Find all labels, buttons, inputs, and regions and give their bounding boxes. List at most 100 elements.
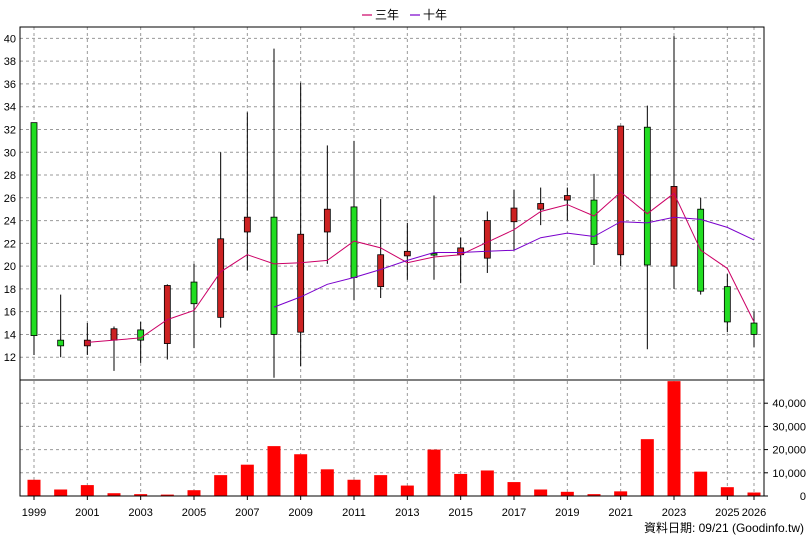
volume-bar: [267, 446, 281, 496]
x-tick-label: 2021: [608, 507, 632, 519]
x-tick-label: 2003: [128, 507, 152, 519]
data-date-footer: 資料日期: 09/21 (Goodinfo.tw): [644, 521, 804, 535]
candle-body: [83, 339, 91, 347]
x-tick-label: 2019: [555, 507, 579, 519]
volume-bar: [134, 494, 148, 496]
x-tick-label: 2007: [235, 507, 259, 519]
volume-bar: [320, 469, 334, 496]
candle-body: [750, 322, 758, 335]
candle-body: [723, 286, 731, 323]
price-tick-label: 26: [4, 193, 16, 205]
volume-bar: [107, 493, 121, 496]
x-tick-label: 2009: [288, 507, 312, 519]
candle-body: [563, 195, 571, 201]
candle-body: [297, 233, 305, 333]
x-tick-label: 2017: [502, 507, 526, 519]
volume-bar: [27, 479, 41, 496]
price-tick-label: 12: [4, 352, 16, 364]
candle-body: [190, 281, 198, 305]
x-tick-label: 2026: [742, 507, 766, 519]
volume-tick-label: 20,000: [772, 445, 806, 457]
x-tick-label: 2023: [662, 507, 686, 519]
price-tick-label: 30: [4, 147, 16, 159]
volume-bar: [214, 475, 228, 496]
volume-bar: [427, 449, 441, 496]
volume-bar: [454, 473, 468, 496]
x-tick-label: 2001: [75, 507, 99, 519]
volume-bar: [480, 470, 494, 496]
price-tick-label: 34: [4, 102, 16, 114]
volume-bars: [27, 381, 761, 496]
candle-body: [30, 122, 38, 336]
price-tick-label: 14: [4, 329, 16, 341]
volume-bar: [560, 491, 574, 496]
price-tick-label: 38: [4, 56, 16, 68]
chart-frame: [19, 26, 765, 497]
plot-border: [19, 26, 765, 497]
volume-bar: [80, 485, 94, 496]
volume-bar: [294, 454, 308, 496]
legend: 三年 十年: [362, 8, 447, 22]
volume-grid: [20, 27, 764, 496]
volume-tick-label: 30,000: [772, 421, 806, 433]
legend-label-10yr: 十年: [423, 8, 447, 22]
candle-body: [270, 216, 278, 335]
x-axis: 1999 2001 2003 2005 2007 2009 2011 2013 2015 2017…: [22, 496, 766, 519]
x-tick-label: 2011: [342, 507, 366, 519]
candle-body: [483, 220, 491, 259]
candle-body: [617, 125, 625, 256]
price-tick-label: 20: [4, 261, 16, 273]
volume-axis: 0 10,000 20,000 30,000 40,000: [764, 398, 806, 503]
x-tick-label: 2013: [395, 507, 419, 519]
x-tick-label: 1999: [22, 507, 46, 519]
candle-body: [163, 285, 171, 344]
x-tick-label: 2025: [715, 507, 739, 519]
candle-body: [403, 250, 411, 257]
volume-bar: [54, 489, 68, 496]
candle-body: [57, 339, 65, 347]
price-axis: 12 14 16 18 20 22 24 26 28 30 32 34 36 38 40: [4, 33, 16, 364]
volume-bar: [720, 487, 734, 496]
candle-body: [110, 328, 118, 341]
volume-bar: [347, 479, 361, 496]
volume-tick-label: 0: [800, 491, 806, 503]
price-tick-label: 32: [4, 124, 16, 136]
price-grid: [20, 37, 764, 358]
candle-body: [510, 207, 518, 223]
ma-3yr-line: [87, 191, 755, 343]
volume-bar: [614, 491, 628, 496]
price-tick-label: 16: [4, 307, 16, 319]
volume-bar: [374, 475, 388, 496]
volume-bar: [240, 464, 254, 496]
ma-10yr-line: [273, 216, 755, 308]
volume-bar: [747, 492, 761, 496]
price-tick-label: 28: [4, 170, 16, 182]
volume-bar: [640, 439, 654, 496]
legend-label-3yr: 三年: [375, 8, 399, 22]
volume-bar: [507, 482, 521, 496]
candle-body: [137, 329, 145, 341]
price-tick-label: 40: [4, 33, 16, 45]
x-tick-label: 2005: [182, 507, 206, 519]
price-tick-label: 22: [4, 238, 16, 250]
volume-bar: [187, 490, 201, 496]
volume-bar: [400, 485, 414, 496]
price-tick-label: 36: [4, 79, 16, 91]
volume-bar: [694, 471, 708, 496]
candlesticks: [30, 36, 758, 378]
candle-body: [323, 208, 331, 233]
candle-body: [670, 186, 678, 267]
moving-average-lines: [87, 191, 755, 343]
volume-bar: [534, 489, 548, 496]
candle-body: [590, 199, 598, 245]
volume-tick-label: 40,000: [772, 398, 806, 410]
volume-bar: [160, 494, 174, 496]
candle-body: [537, 203, 545, 210]
price-tick-label: 18: [4, 284, 16, 296]
price-tick-label: 24: [4, 216, 16, 228]
volume-tick-label: 10,000: [772, 468, 806, 480]
volume-bar: [667, 381, 681, 496]
candle-body: [217, 238, 225, 318]
x-tick-label: 2015: [448, 507, 472, 519]
candle-body: [243, 216, 251, 233]
